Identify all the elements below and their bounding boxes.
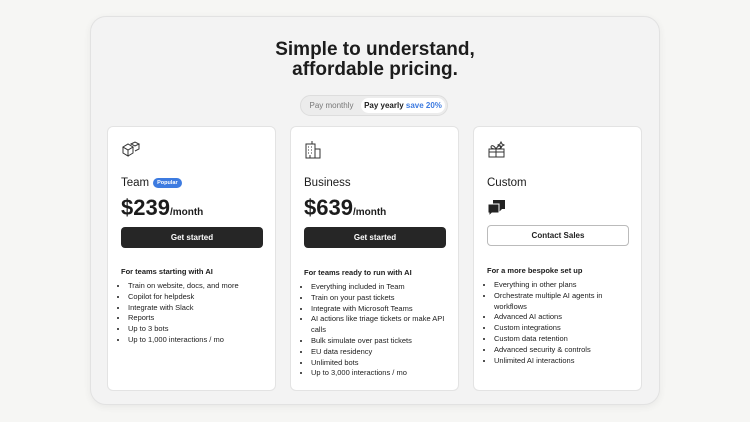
feature-item: Custom data retention bbox=[494, 334, 632, 345]
yearly-label: Pay yearly bbox=[364, 101, 404, 110]
feature-item: EU data residency bbox=[311, 347, 449, 358]
feature-item: Up to 3 bots bbox=[128, 324, 266, 335]
price-amount: $639 bbox=[304, 195, 353, 220]
plan-card: Team Popular $239/month Get started For t… bbox=[107, 126, 276, 391]
price-period: /month bbox=[352, 207, 387, 218]
badge: Popular bbox=[153, 178, 182, 188]
feature-item: Train on your past tickets bbox=[311, 293, 449, 304]
plan-heading: For a more bespoke set up bbox=[487, 266, 583, 275]
feature-item: Unlimited AI interactions bbox=[494, 356, 632, 367]
feature-list: Everything in other plansOrchestrate mul… bbox=[487, 280, 632, 366]
pay-yearly[interactable]: Pay yearly save 20% bbox=[361, 98, 445, 113]
feature-item: Integrate with Microsoft Teams bbox=[311, 304, 449, 315]
feature-list: Train on website, docs, and moreCopilot … bbox=[121, 281, 266, 346]
plan-heading: For teams ready to run with AI bbox=[304, 268, 412, 277]
get-started-button[interactable]: Get started bbox=[304, 227, 446, 248]
feature-item: Reports bbox=[128, 313, 266, 324]
get-started-button[interactable]: Get started bbox=[121, 227, 263, 248]
feature-item: Bulk simulate over past tickets bbox=[311, 336, 449, 347]
feature-list: Everything included in TeamTrain on your… bbox=[304, 282, 449, 379]
plan-icon bbox=[488, 140, 506, 158]
feature-item: Integrate with Slack bbox=[128, 303, 266, 314]
price: $639/month bbox=[304, 195, 386, 221]
feature-item: Up to 1,000 interactions / mo bbox=[128, 335, 266, 346]
feature-item: Orchestrate multiple AI agents in workfl… bbox=[494, 291, 632, 313]
plan-name: Team Popular bbox=[121, 177, 182, 189]
title: Simple to understand, affordable pricing. bbox=[0, 40, 750, 80]
feature-item: AI actions like triage tickets or make A… bbox=[311, 314, 449, 336]
feature-item: Custom integrations bbox=[494, 323, 632, 334]
plan-name: Business bbox=[304, 177, 351, 189]
feature-item: Up to 3,000 interactions / mo bbox=[311, 368, 449, 379]
plan-icon bbox=[305, 141, 321, 159]
contact-sales-button[interactable]: Contact Sales bbox=[487, 225, 629, 246]
feature-item: Everything in other plans bbox=[494, 280, 632, 291]
plan-heading: For teams starting with AI bbox=[121, 267, 213, 276]
plan-name-text: Team bbox=[121, 177, 150, 189]
feature-item: Advanced AI actions bbox=[494, 312, 632, 323]
price-amount: $239 bbox=[121, 195, 170, 220]
title-line: affordable pricing. bbox=[292, 59, 458, 80]
title-line: Simple to understand, bbox=[275, 39, 475, 60]
feature-item: Train on website, docs, and more bbox=[128, 281, 266, 292]
feature-item: Everything included in Team bbox=[311, 282, 449, 293]
feature-item: Advanced security & controls bbox=[494, 345, 632, 356]
plan-card: Business $639/month Get started For team… bbox=[290, 126, 459, 391]
billing-toggle: Pay monthly Pay yearly save 20% bbox=[300, 95, 448, 116]
feature-item: Unlimited bots bbox=[311, 358, 449, 369]
plan-card: Custom Contact Sales For a more bespoke … bbox=[473, 126, 642, 391]
save-label: save 20% bbox=[405, 101, 442, 110]
pay-monthly[interactable]: Pay monthly bbox=[309, 101, 354, 110]
price: $239/month bbox=[121, 195, 203, 221]
price-period: /month bbox=[169, 207, 204, 218]
chat-icon bbox=[487, 200, 505, 217]
feature-item: Copilot for helpdesk bbox=[128, 292, 266, 303]
plan-icon bbox=[122, 141, 141, 157]
plan-name: Custom bbox=[487, 177, 527, 189]
